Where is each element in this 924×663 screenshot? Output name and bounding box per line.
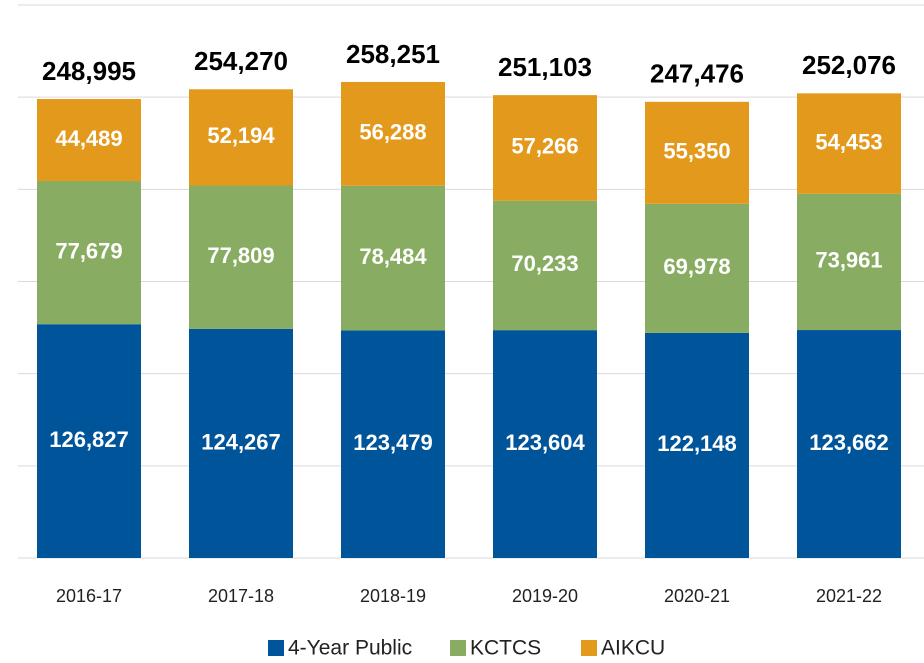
value-label: 54,453 [815,129,882,154]
bar-segment [645,101,749,204]
bar-segment [645,203,749,333]
value-label: 77,679 [55,238,122,263]
x-tick-label: 2019-20 [512,586,578,606]
legend-label: KCTCS [470,637,541,660]
legend-label: AIKCU [601,637,665,660]
bar-segment [797,93,901,194]
legend-swatch [450,640,466,656]
x-tick-label: 2017-18 [208,586,274,606]
total-label: 258,251 [346,39,440,69]
total-label: 247,476 [650,59,744,89]
x-tick-label: 2020-21 [664,586,730,606]
bar-segment [797,193,901,331]
value-label: 123,479 [353,430,433,455]
value-label: 123,662 [809,430,889,455]
bar-segment [341,330,445,558]
total-label: 248,995 [42,56,136,86]
bar-segment [341,81,445,186]
bar-segment [493,200,597,331]
x-tick-label: 2018-19 [360,586,426,606]
value-label: 44,489 [55,126,122,151]
value-label: 52,194 [207,123,275,148]
bar-segment [493,330,597,558]
bar-segment [37,99,141,182]
total-label: 254,270 [194,46,288,76]
value-label: 123,604 [505,430,585,455]
value-label: 70,233 [511,251,578,276]
value-label: 73,961 [815,248,882,273]
value-label: 69,978 [663,254,730,279]
value-label: 57,266 [511,134,578,159]
legend-swatch [581,640,597,656]
bar-segment [341,185,445,331]
bar-segment [189,328,293,558]
value-label: 77,809 [207,243,274,268]
value-label: 124,267 [201,429,281,454]
bar-segment [797,330,901,558]
value-label: 55,350 [663,139,730,164]
bar-segment [37,324,141,558]
value-label: 56,288 [359,120,426,145]
bar-segment [645,332,749,558]
bar-segment [37,181,141,325]
bar-segment [189,89,293,186]
x-tick-label: 2016-17 [56,586,122,606]
value-label: 126,827 [49,427,129,452]
x-tick-label: 2021-22 [816,586,882,606]
value-label: 78,484 [359,244,427,269]
legend-swatch [268,640,284,656]
bar-segment [189,185,293,329]
bar-segment [493,95,597,201]
total-label: 252,076 [802,50,896,80]
total-label: 251,103 [498,52,592,82]
value-label: 122,148 [657,431,737,456]
legend-label: 4-Year Public [288,637,412,660]
